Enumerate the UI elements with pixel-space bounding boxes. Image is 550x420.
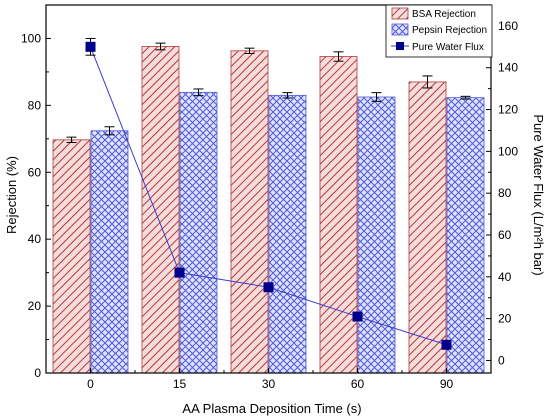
right-tick-label-100: 100: [498, 144, 518, 158]
bar-pepsin-rejection-15: [179, 91, 218, 374]
right-axis-title: Pure Water Flux (L/m²h bar): [531, 114, 546, 275]
bar-bsa-rejection-15: [141, 46, 180, 374]
left-tick-label-100: 100: [21, 31, 41, 45]
right-tick-label-120: 120: [498, 103, 518, 117]
bar-bsa-rejection-0: [52, 139, 91, 374]
right-tick-label-0: 0: [498, 353, 505, 367]
flux-point-60: [352, 311, 363, 322]
legend-swatch-pepsin: [391, 23, 409, 36]
left-tick-label-0: 0: [34, 366, 41, 380]
right-tick-label-40: 40: [498, 270, 512, 284]
legend-label-pepsin: Pepsin Rejection: [412, 25, 487, 36]
right-tick-label-80: 80: [498, 186, 512, 200]
bars-layer: [52, 42, 485, 374]
bar-bsa-rejection-90: [408, 81, 447, 374]
bar-pepsin-rejection-60: [357, 96, 396, 374]
right-tick-label-140: 140: [498, 61, 518, 75]
left-axis-ticks: 0 20 40 60 80 100: [21, 31, 51, 380]
legend-label-bsa: BSA Rejection: [412, 9, 476, 20]
right-tick-label-20: 20: [498, 312, 512, 326]
x-tick-label-30: 30: [262, 377, 276, 391]
legend-label-flux: Pure Water Flux: [412, 42, 484, 53]
left-axis-title: Rejection (%): [4, 156, 19, 234]
flux-point-0: [85, 41, 96, 52]
flux-point-90: [441, 339, 452, 350]
flux-point-15: [174, 267, 185, 278]
legend-swatch-bsa: [391, 7, 409, 20]
flux-point-30: [263, 282, 274, 293]
bar-bsa-rejection-30: [230, 50, 269, 374]
flux-line-layer: [85, 37, 452, 350]
left-tick-label-80: 80: [28, 98, 42, 112]
bar-bsa-rejection-60: [319, 56, 358, 374]
x-tick-label-90: 90: [440, 377, 454, 391]
x-tick-label-60: 60: [351, 377, 365, 391]
x-tick-label-15: 15: [173, 377, 187, 391]
left-tick-label-20: 20: [28, 299, 42, 313]
legend-marker-flux: [396, 42, 404, 50]
bar-pepsin-rejection-0: [90, 130, 129, 374]
x-tick-label-0: 0: [87, 377, 94, 391]
bar-pepsin-rejection-90: [446, 97, 485, 374]
x-axis-title: AA Plasma Deposition Time (s): [182, 401, 361, 416]
right-tick-label-160: 160: [498, 19, 518, 33]
bar-pepsin-rejection-30: [268, 94, 307, 374]
right-axis-ticks: 0 20 40 60 80 100 120 140 160: [486, 19, 518, 367]
chart-legend: BSA Rejection Pepsin Rejection Pure Wate…: [385, 4, 493, 58]
left-tick-label-40: 40: [28, 232, 42, 246]
x-axis-ticks: 0 15 30 60 90: [45, 368, 492, 391]
left-tick-label-60: 60: [28, 165, 42, 179]
right-tick-label-60: 60: [498, 228, 512, 242]
